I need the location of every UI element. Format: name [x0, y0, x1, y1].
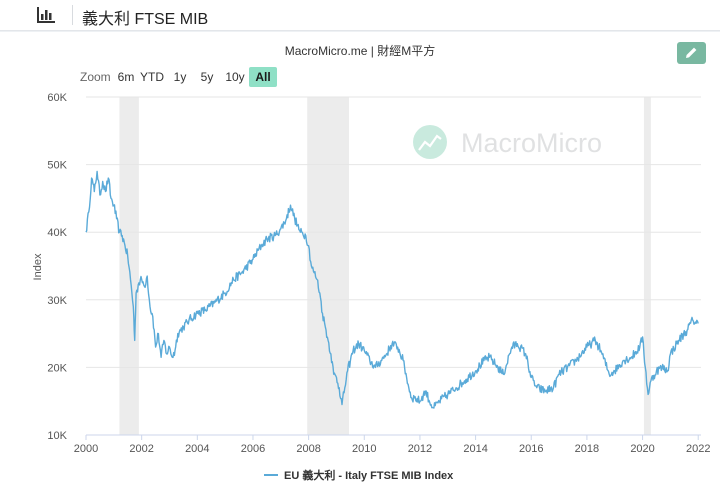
header-divider	[72, 5, 73, 25]
zoom-ytd-button[interactable]: YTD	[140, 70, 164, 84]
watermark-logo-line	[418, 134, 442, 151]
zoom-10y-button[interactable]: 10y	[225, 70, 245, 84]
gridlines	[86, 96, 701, 368]
x-tick-label: 2006	[241, 443, 265, 455]
header-bar: 義大利 FTSE MIB	[0, 0, 720, 31]
chart-subtitle: MacroMicro.me | 財經M平方	[284, 44, 436, 58]
y-tick-label: 10K	[47, 430, 67, 442]
legend-label[interactable]: EU 義大利 - Italy FTSE MIB Index	[284, 468, 454, 482]
y-tick-label: 30K	[47, 295, 67, 307]
recession-band-1	[307, 97, 349, 435]
x-tick-label: 2012	[408, 443, 432, 455]
bar-chart-icon[interactable]	[37, 7, 55, 23]
y-tick-label: 50K	[47, 160, 67, 172]
watermark: MacroMicro	[413, 125, 602, 159]
x-tick-label: 2018	[575, 443, 599, 455]
watermark-text: MacroMicro	[461, 128, 602, 158]
x-tick-label: 2004	[185, 443, 209, 455]
zoom-label: Zoom	[80, 70, 111, 84]
zoom-6m-button[interactable]: 6m	[117, 70, 135, 84]
recession-band-2	[643, 97, 651, 435]
y-axis-label: Index	[32, 253, 44, 280]
recession-shading	[119, 97, 651, 435]
x-tick-label: 2008	[296, 443, 320, 455]
x-tick-label: 2020	[630, 443, 654, 455]
x-tick-label: 2010	[352, 443, 376, 455]
x-axis: 2000 2002 2004 2006 2008 2010 2012 2014 2016 2018…	[74, 434, 710, 455]
x-tick-label: 2002	[129, 443, 153, 455]
line-chart: MacroMicro 2000 2002 2004 2006 2008 2010 2012 2…	[32, 92, 710, 482]
zoom-1y-button[interactable]: 1y	[173, 70, 187, 84]
chart-card: MacroMicro 2000 2002 2004 2006 2008 2010 2012 2…	[0, 32, 720, 498]
y-tick-label: 40K	[47, 227, 67, 239]
y-axis: 10K 20K 30K 40K 50K 60K	[47, 92, 67, 442]
legend[interactable]: EU 義大利 - Italy FTSE MIB Index	[264, 468, 454, 482]
x-tick-label: 2016	[519, 443, 543, 455]
zoom-all-button[interactable]: All	[249, 67, 277, 87]
series-line[interactable]	[85, 170, 699, 409]
x-tick-label: 2014	[463, 443, 487, 455]
x-tick-label: 2022	[686, 443, 710, 455]
y-tick-label: 60K	[47, 92, 67, 104]
zoom-5y-button[interactable]: 5y	[200, 70, 214, 84]
x-tick-label: 2000	[74, 443, 98, 455]
edit-button[interactable]	[677, 42, 706, 64]
pencil-icon	[686, 47, 697, 58]
page-title: 義大利 FTSE MIB	[82, 11, 209, 28]
y-tick-label: 20K	[47, 362, 67, 374]
watermark-logo-icon	[413, 125, 447, 159]
